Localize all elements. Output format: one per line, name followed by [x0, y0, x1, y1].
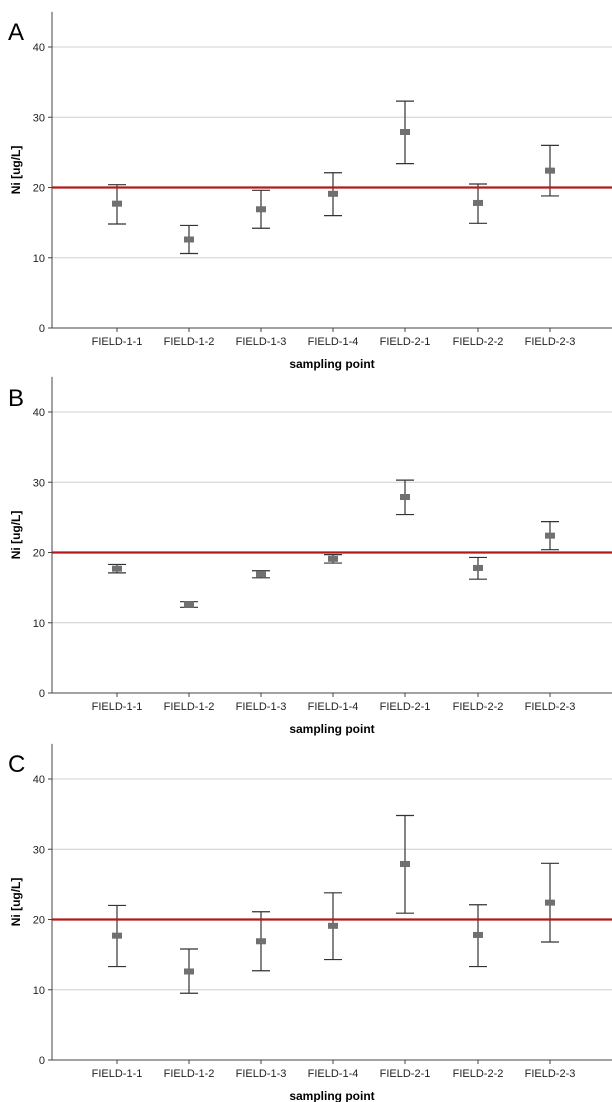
mean-marker [112, 200, 122, 207]
panel-letter: B [8, 385, 24, 412]
x-tick-label: FIELD-1-2 [164, 1068, 215, 1080]
panel-letter: A [8, 19, 24, 46]
x-tick-label: FIELD-1-1 [92, 1068, 143, 1080]
x-tick-label: FIELD-1-3 [236, 336, 287, 348]
mean-marker [112, 932, 122, 939]
y-tick-label: 40 [33, 407, 45, 419]
x-tick-label: FIELD-2-1 [380, 1068, 431, 1080]
y-tick-label: 30 [33, 477, 45, 489]
y-tick-label: 20 [33, 183, 45, 195]
mean-marker [545, 899, 555, 906]
y-axis-title: Ni [ug/L] [9, 511, 23, 560]
mean-marker [473, 931, 483, 938]
mean-marker [328, 922, 338, 929]
mean-marker [184, 601, 194, 608]
mean-marker [112, 565, 122, 572]
y-tick-label: 0 [39, 688, 45, 700]
x-axis-title: sampling point [289, 1089, 374, 1102]
x-tick-label: FIELD-1-1 [92, 701, 143, 713]
panel-letter: C [8, 751, 25, 778]
x-tick-label: FIELD-1-1 [92, 336, 143, 348]
y-tick-label: 40 [33, 42, 45, 54]
mean-marker [400, 494, 410, 501]
y-tick-label: 0 [39, 323, 45, 335]
mean-marker [256, 571, 266, 578]
x-axis-title: sampling point [289, 722, 374, 736]
mean-marker [328, 555, 338, 562]
x-axis-title: sampling point [289, 357, 374, 371]
x-tick-label: FIELD-1-3 [236, 701, 287, 713]
y-axis-title: Ni [ug/L] [9, 146, 23, 195]
y-axis-title: Ni [ug/L] [9, 878, 23, 927]
y-tick-label: 20 [33, 915, 45, 927]
y-tick-label: 10 [33, 618, 45, 630]
x-tick-label: FIELD-2-3 [525, 1068, 576, 1080]
mean-marker [473, 564, 483, 571]
y-tick-label: 10 [33, 985, 45, 997]
mean-marker [473, 199, 483, 206]
x-tick-label: FIELD-2-2 [453, 336, 504, 348]
x-tick-label: FIELD-2-1 [380, 701, 431, 713]
mean-marker [256, 206, 266, 213]
mean-marker [400, 129, 410, 136]
mean-marker [400, 861, 410, 868]
mean-marker [184, 968, 194, 975]
x-tick-label: FIELD-1-4 [308, 336, 359, 348]
mean-marker [184, 236, 194, 243]
y-tick-label: 0 [39, 1055, 45, 1067]
mean-marker [256, 938, 266, 945]
y-tick-label: 40 [33, 774, 45, 786]
x-tick-label: FIELD-1-2 [164, 336, 215, 348]
x-tick-label: FIELD-2-3 [525, 336, 576, 348]
mean-marker [545, 532, 555, 539]
x-tick-label: FIELD-2-2 [453, 1068, 504, 1080]
x-tick-label: FIELD-2-2 [453, 701, 504, 713]
x-tick-label: FIELD-1-3 [236, 1068, 287, 1080]
mean-marker [545, 167, 555, 174]
y-tick-label: 30 [33, 844, 45, 856]
y-tick-label: 30 [33, 112, 45, 124]
x-tick-label: FIELD-2-3 [525, 701, 576, 713]
x-tick-label: FIELD-1-2 [164, 701, 215, 713]
x-tick-label: FIELD-1-4 [308, 1068, 359, 1080]
mean-marker [328, 190, 338, 197]
x-tick-label: FIELD-1-4 [308, 701, 359, 713]
y-tick-label: 10 [33, 253, 45, 265]
y-tick-label: 20 [33, 548, 45, 560]
x-tick-label: FIELD-2-1 [380, 336, 431, 348]
